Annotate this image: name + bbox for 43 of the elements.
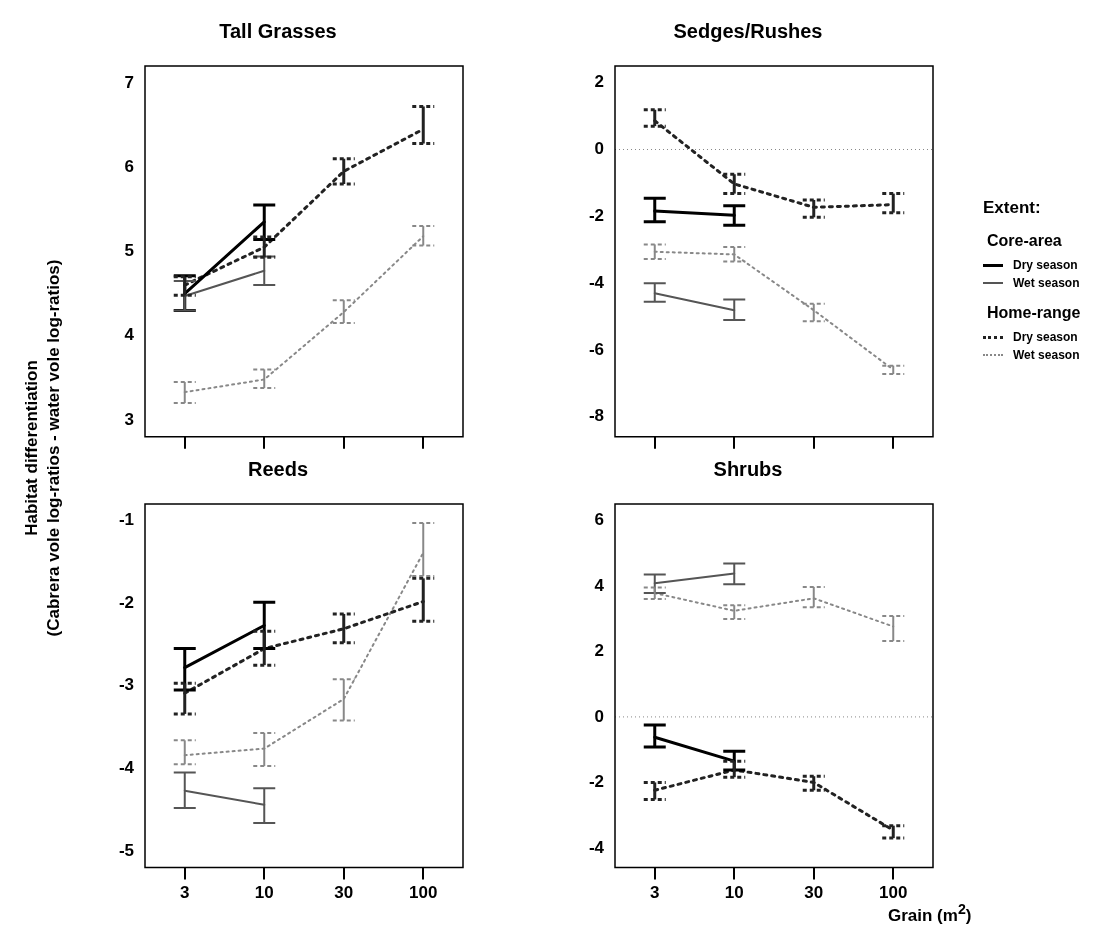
y-tick-label: -4 [588,837,605,857]
y-tick-label: 2 [594,641,604,661]
y-tick-label: -2 [588,772,604,792]
x-tick-label: 3 [650,883,660,903]
chart-title: Reeds [247,457,309,480]
y-tick-label: 6 [594,510,604,530]
legend-label: Wet season [1013,276,1080,290]
y-tick-label: 0 [594,706,604,726]
y-tick-label: 3 [124,409,134,429]
y-axis-title: Habitat differentiation (Cabrera vole log-ratios - water vole log-ratios) [21,259,64,637]
x-tick-label: 10 [254,883,274,903]
chart-title: Sedges/Rushes [673,19,823,42]
y-tick-label: 4 [594,575,605,595]
y-tick-label: 2 [594,72,604,92]
x-axis-title: Grain (m$^{2}$) [888,901,972,926]
y-tick-label: -3 [118,675,134,695]
x-tick-label: 10 [724,883,744,903]
x-tick-label: 100 [409,883,438,903]
x-tick-label: 30 [804,883,824,903]
y-tick-label: -6 [588,339,604,359]
y-tick-label: 7 [124,72,134,92]
legend-label: Wet season [1013,348,1080,362]
y-tick-label: -1 [118,510,134,530]
y-tick-label: -4 [118,758,135,778]
text: Home-range [987,304,1081,322]
x-tick-label: 100 [879,883,908,903]
y-tick-label: 5 [124,241,134,261]
x-tick-label: 3 [180,883,190,903]
y-tick-label: -5 [118,840,134,860]
y-tick-label: 0 [594,139,604,159]
chart-title: Tall Grasses [219,19,337,42]
text: Core-area [987,232,1063,250]
y-tick-label: -4 [588,272,605,292]
y-tick-label: -8 [588,406,604,426]
legend-label: Dry season [1013,330,1078,344]
y-tick-label: -2 [118,592,134,612]
legend-label: Dry season [1013,258,1078,272]
chart-title: Shrubs [713,457,783,480]
y-tick-label: 4 [124,325,135,345]
x-tick-label: 30 [334,883,354,903]
y-tick-label: -2 [588,206,604,226]
y-tick-label: 6 [124,156,134,176]
legend-title: Extent: [983,198,1042,218]
